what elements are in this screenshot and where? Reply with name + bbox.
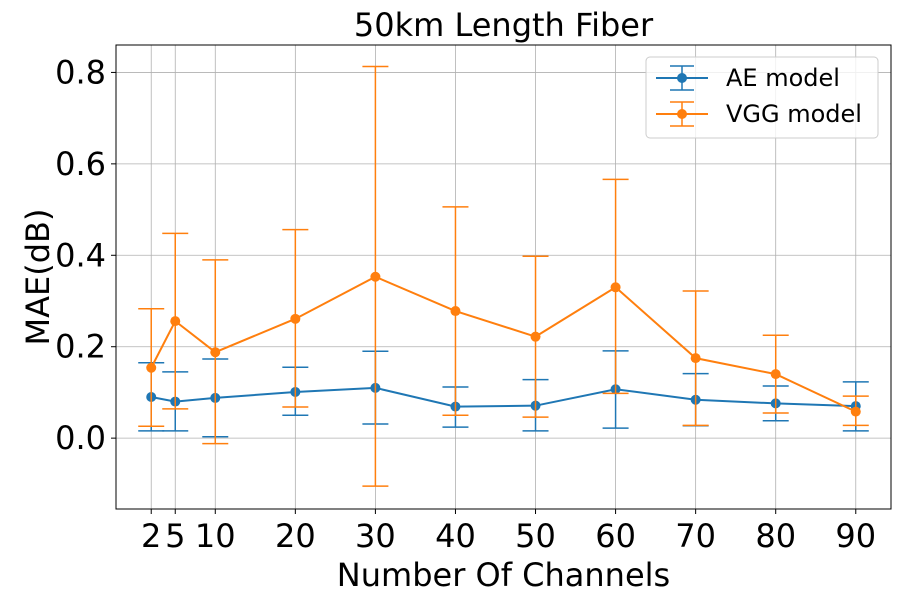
legend-label: VGG model bbox=[726, 100, 862, 128]
x-tick-label: 5 bbox=[165, 517, 185, 555]
x-tick-label: 50 bbox=[515, 517, 556, 555]
legend-label: AE model bbox=[726, 64, 840, 92]
legend: AE model VGG model bbox=[645, 56, 879, 139]
x-tick-label: 80 bbox=[755, 517, 796, 555]
x-tick-label: 40 bbox=[435, 517, 476, 555]
legend-marker bbox=[677, 109, 687, 119]
legend-marker bbox=[677, 73, 687, 83]
chart-title: 50km Length Fiber bbox=[354, 6, 654, 44]
data-point bbox=[370, 271, 381, 282]
y-tick-label: 0.2 bbox=[55, 328, 106, 366]
series-ae-model bbox=[138, 350, 869, 438]
series-line bbox=[150, 275, 857, 413]
data-point bbox=[170, 316, 181, 327]
x-tick-label: 2 bbox=[141, 517, 161, 555]
data-point bbox=[450, 306, 461, 317]
series-line bbox=[151, 386, 856, 408]
data-point bbox=[210, 347, 221, 358]
data-point bbox=[690, 353, 701, 364]
data-point bbox=[770, 369, 781, 380]
x-tick-label: 30 bbox=[355, 517, 396, 555]
x-tick-label: 60 bbox=[595, 517, 636, 555]
x-tick-label: 90 bbox=[835, 517, 876, 555]
x-axis-label: Number Of Channels bbox=[337, 556, 670, 594]
plot-frame bbox=[115, 44, 892, 510]
y-tick-label: 0.6 bbox=[55, 145, 106, 183]
data-point bbox=[290, 313, 301, 324]
series-layer bbox=[138, 65, 869, 487]
data-point bbox=[610, 282, 621, 293]
x-tick-label: 10 bbox=[195, 517, 236, 555]
y-axis-label: MAE(dB) bbox=[19, 209, 57, 346]
data-point bbox=[146, 362, 157, 373]
ticks: 2 5 10 20 30 40 50 60 70 80 90 0.0 0.2 0.4 0.6 0.8 bbox=[55, 53, 876, 555]
y-tick-label: 0.8 bbox=[55, 53, 106, 91]
x-tick-label: 20 bbox=[275, 517, 316, 555]
data-point bbox=[850, 406, 861, 417]
y-tick-label: 0.4 bbox=[55, 236, 106, 274]
series-vgg-model bbox=[138, 65, 869, 487]
x-tick-label: 70 bbox=[675, 517, 716, 555]
y-tick-label: 0.0 bbox=[55, 419, 106, 457]
data-point bbox=[530, 331, 541, 342]
